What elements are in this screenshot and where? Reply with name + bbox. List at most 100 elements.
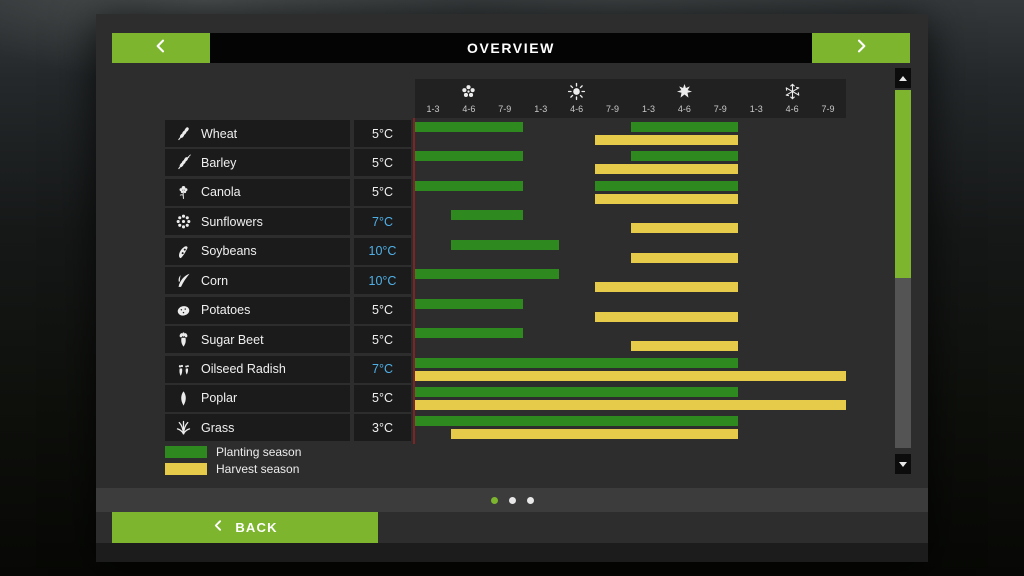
potato-icon (174, 301, 192, 319)
crop-season-chart (415, 414, 846, 441)
crop-season-chart (415, 120, 846, 147)
crop-name: Corn (201, 273, 229, 288)
crop-name: Sunflowers (201, 214, 263, 229)
tick-label: 4-6 (462, 104, 476, 114)
crop-season-chart (415, 208, 846, 235)
crop-temperature: 7°C (354, 355, 411, 383)
flower-icon (459, 82, 478, 101)
planting-bar (450, 239, 559, 250)
crop-temperature: 5°C (354, 149, 411, 177)
crop-season-chart (415, 385, 846, 412)
current-day-line (413, 118, 415, 444)
triangle-down-icon (899, 461, 907, 467)
tick-label: 4-6 (677, 104, 691, 114)
crop-season-chart (415, 326, 846, 353)
crop-name-cell: Oilseed Radish (165, 355, 350, 383)
planting-bar (594, 180, 739, 191)
back-button[interactable]: BACK (112, 512, 378, 543)
planting-bar (415, 416, 739, 427)
crop-row: Corn 10°C (165, 267, 846, 295)
page-dot[interactable] (490, 496, 498, 504)
harvest-bar (630, 223, 739, 234)
crop-name: Canola (201, 185, 241, 200)
tick-label: 4-6 (785, 104, 799, 114)
crop-temperature: 5°C (354, 120, 411, 147)
crop-season-chart (415, 267, 846, 294)
planting-bar (450, 210, 523, 221)
sunflower-icon (174, 213, 192, 231)
crop-name: Wheat (201, 126, 238, 141)
page-dot[interactable] (526, 496, 534, 504)
harvest-bar (415, 370, 846, 381)
planting-bar (415, 386, 739, 397)
tick-label: 7-9 (606, 104, 620, 114)
leaf-icon (675, 82, 694, 101)
harvest-bar (594, 311, 739, 322)
scrollbar-thumb[interactable] (895, 90, 911, 278)
crop-row: Oilseed Radish 7°C (165, 355, 846, 383)
crop-row: Barley 5°C (165, 149, 846, 177)
harvest-bar (415, 399, 846, 410)
crop-name: Sugar Beet (201, 332, 264, 347)
crop-name: Poplar (201, 391, 238, 406)
legend-swatch (165, 445, 207, 458)
planting-bar (415, 328, 523, 339)
planting-bar (415, 122, 523, 132)
planting-bar (415, 180, 523, 191)
barley-icon (174, 154, 192, 172)
tick-label: 4-6 (570, 104, 584, 114)
crop-row: Canola 5°C (165, 178, 846, 206)
planting-bar (630, 151, 739, 162)
harvest-bar (630, 252, 739, 263)
crop-name-cell: Canola (165, 178, 350, 206)
crop-temperature: 5°C (354, 178, 411, 206)
crop-row: Wheat 5°C (165, 120, 846, 147)
triangle-up-icon (899, 75, 907, 81)
harvest-bar (594, 164, 739, 175)
harvest-bar (594, 282, 739, 293)
overview-panel: OVERVIEW 1-3 4-6 7-9 1-3 4-6 7-9 1-3 4-6 7-9 1-3 4… (96, 14, 928, 562)
page-dot[interactable] (508, 496, 516, 504)
crop-name-cell: Potatoes (165, 296, 350, 324)
tick-label: 7-9 (713, 104, 727, 114)
crop-temperature: 5°C (354, 296, 411, 324)
legend-label: Planting season (216, 444, 302, 459)
scrollbar-track[interactable] (895, 278, 911, 448)
panel-bottom-band (96, 543, 928, 562)
legend-item: Planting season (165, 444, 302, 459)
tick-label: 7-9 (821, 104, 835, 114)
crop-name-cell: Sunflowers (165, 208, 350, 236)
crop-name-cell: Corn (165, 267, 350, 295)
tick-label: 1-3 (426, 104, 440, 114)
legend-label: Harvest season (216, 461, 300, 476)
crop-season-chart (415, 238, 846, 265)
harvest-bar (594, 193, 739, 204)
scroll-down-button[interactable] (895, 454, 911, 474)
wheat-icon (174, 125, 192, 143)
chevron-right-icon (853, 38, 869, 59)
crop-temperature: 5°C (354, 384, 411, 412)
corn-icon (174, 272, 192, 290)
crop-name: Potatoes (201, 303, 251, 318)
crop-temperature: 3°C (354, 414, 411, 442)
title-bar: OVERVIEW (210, 33, 812, 63)
tick-label: 1-3 (534, 104, 548, 114)
crop-name-cell: Sugar Beet (165, 326, 350, 354)
canola-icon (174, 183, 192, 201)
crop-table: Wheat 5°C Barley 5°C Canola 5°C Sunflowers 7°C S… (165, 120, 846, 442)
crop-name: Barley (201, 155, 237, 170)
grass-icon (174, 419, 192, 437)
crop-row: Grass 3°C (165, 414, 846, 442)
pagination (96, 488, 928, 512)
planting-bar (415, 298, 523, 309)
season-group-spring: 1-3 4-6 7-9 (415, 79, 523, 118)
crop-row: Sunflowers 7°C (165, 208, 846, 236)
next-page-button[interactable] (812, 33, 910, 63)
scroll-up-button[interactable] (895, 68, 911, 88)
prev-page-button[interactable] (112, 33, 210, 63)
crop-name-cell: Soybeans (165, 237, 350, 265)
poplar-icon (174, 389, 192, 407)
sugarbeet-icon (174, 331, 192, 349)
crop-row: Sugar Beet 5°C (165, 326, 846, 354)
crop-row: Poplar 5°C (165, 384, 846, 412)
